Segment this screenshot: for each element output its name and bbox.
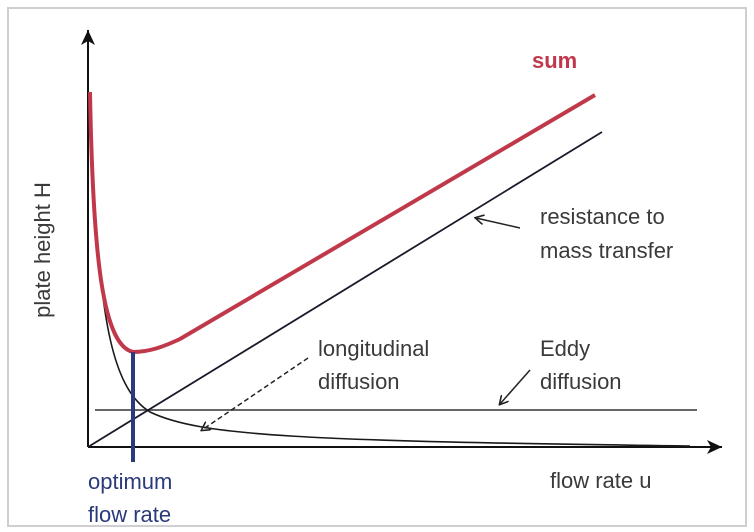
pointer	[500, 369, 531, 404]
x-axis-label: flow rate u	[550, 468, 652, 493]
sum-label: sum	[532, 48, 577, 73]
eddy-label: Eddy	[540, 336, 590, 361]
longitudinal-label: diffusion	[318, 369, 400, 394]
frame	[7, 7, 747, 527]
pointer	[202, 357, 309, 430]
longitudinal-curve	[92, 169, 691, 447]
resistance-label: resistance to	[540, 204, 665, 229]
sum-curve	[88, 91, 597, 354]
resistance-label: mass transfer	[540, 238, 673, 263]
resistance-line	[87, 131, 603, 448]
optimum-label: optimum	[88, 469, 172, 494]
longitudinal-label: longitudinal	[318, 336, 429, 361]
eddy-label: diffusion	[540, 369, 622, 394]
pointer	[476, 218, 521, 229]
optimum-label: flow rate	[88, 502, 171, 527]
y-axis-label: plate height H	[30, 182, 55, 318]
